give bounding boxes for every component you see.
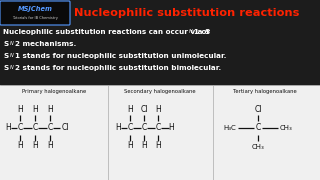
Text: H: H (32, 105, 38, 114)
Text: Nucleophilic substitution reactions can occur via S: Nucleophilic substitution reactions can … (3, 29, 210, 35)
Text: CH₃: CH₃ (252, 144, 264, 150)
Text: H: H (17, 105, 23, 114)
Text: Secondary halogenoalkane: Secondary halogenoalkane (124, 89, 196, 93)
Text: $_N$: $_N$ (9, 40, 15, 48)
Text: H: H (155, 141, 161, 150)
Text: $_N$: $_N$ (188, 28, 194, 36)
Text: Nucleophilic substitution reactions: Nucleophilic substitution reactions (74, 8, 300, 18)
Text: MSJChem: MSJChem (18, 6, 52, 12)
Text: CH₃: CH₃ (280, 125, 292, 131)
Bar (0, 25, 320, 85)
Text: Tertiary halogenoalkane: Tertiary halogenoalkane (233, 89, 297, 93)
Text: $_N$: $_N$ (9, 52, 15, 60)
FancyBboxPatch shape (0, 1, 70, 25)
Text: H: H (127, 105, 133, 114)
Text: 2 mechanisms.: 2 mechanisms. (15, 41, 76, 47)
Text: H: H (5, 123, 11, 132)
Text: Primary halogenoalkane: Primary halogenoalkane (22, 89, 86, 93)
Text: H: H (127, 141, 133, 150)
Text: 2 stands for nucleophilic substitution bimolecular.: 2 stands for nucleophilic substitution b… (15, 65, 221, 71)
Text: H: H (141, 141, 147, 150)
Text: H: H (47, 105, 53, 114)
Text: Cl: Cl (254, 105, 262, 114)
Text: C: C (141, 123, 147, 132)
Text: Cl: Cl (61, 123, 69, 132)
Text: H: H (32, 141, 38, 150)
Text: S: S (3, 53, 8, 59)
Bar (0, 0, 320, 25)
Text: C: C (255, 123, 260, 132)
Bar (0, 85, 320, 180)
Text: C: C (17, 123, 23, 132)
Text: 1 or: 1 or (194, 29, 210, 35)
Text: H: H (47, 141, 53, 150)
Text: Tutorials for IB Chemistry: Tutorials for IB Chemistry (12, 16, 58, 20)
Text: H: H (155, 105, 161, 114)
Text: H: H (115, 123, 121, 132)
Text: S: S (3, 65, 8, 71)
Text: Cl: Cl (140, 105, 148, 114)
Text: S: S (3, 41, 8, 47)
Text: 1 stands for nucleophilic substitution unimolecular.: 1 stands for nucleophilic substitution u… (15, 53, 226, 59)
Text: C: C (47, 123, 52, 132)
Text: $_N$: $_N$ (9, 64, 15, 72)
Text: H₃C: H₃C (224, 125, 236, 131)
Text: C: C (156, 123, 161, 132)
Text: H: H (168, 123, 174, 132)
Text: H: H (17, 141, 23, 150)
Text: C: C (32, 123, 38, 132)
Text: C: C (127, 123, 132, 132)
